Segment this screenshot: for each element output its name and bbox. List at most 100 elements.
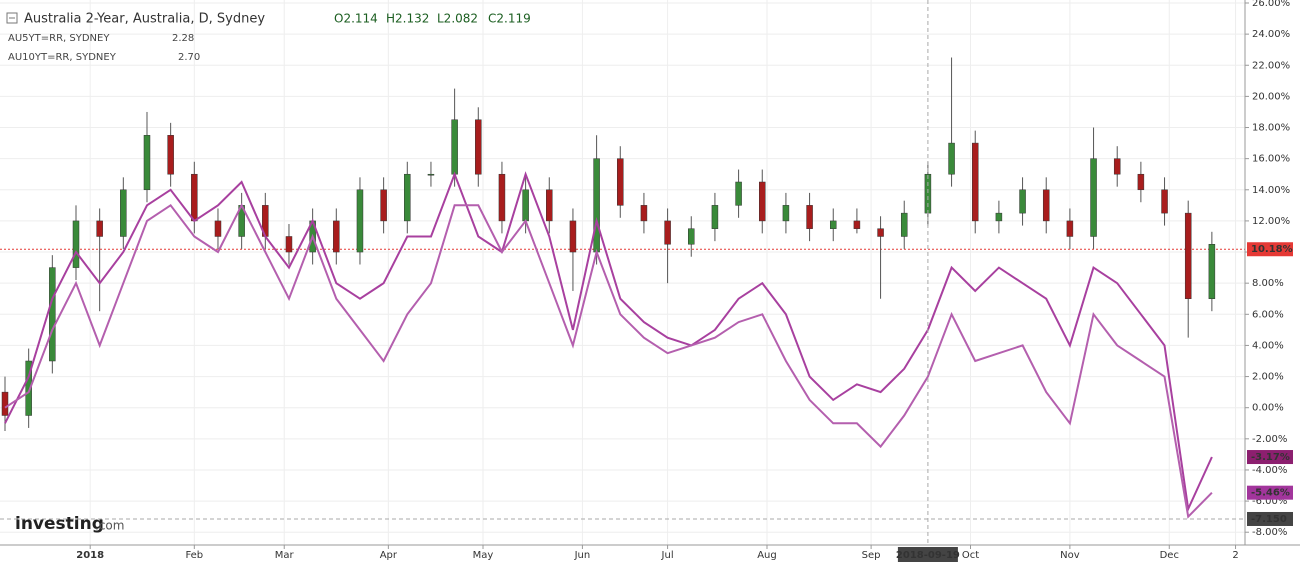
candle-body [380,189,387,222]
candle-body [569,220,577,253]
series-badge-label: -5.46% [1251,488,1290,499]
logo: investing [15,514,104,534]
candle-body [546,189,553,222]
y-tick-label: 24.00% [1252,29,1290,40]
candle-body [167,135,174,175]
price-badge-label: 10.18% [1251,244,1293,255]
legend-value: 2.70 [178,52,200,63]
y-tick-label: 22.00% [1252,60,1290,71]
ohlc-low: L2.082 [437,12,478,26]
candle-body [853,220,861,229]
candle-body [782,205,790,222]
series-badge [1247,450,1293,465]
candle-body [1208,244,1216,299]
price-badge [1247,242,1293,257]
ohlc-close: C2.119 [488,12,531,26]
candle-body [971,142,979,222]
candle-body [1066,220,1074,237]
candle-body [1113,158,1121,175]
candle-body [593,158,600,253]
candle-body [285,236,293,253]
candle-body [711,205,719,229]
x-tick-label: Feb [185,550,203,561]
x-tick-label: Apr [380,550,398,561]
series-badge [1247,485,1293,500]
candle-body [522,189,529,222]
candle-body [1,391,9,416]
chart-title: Australia 2-Year, Australia, D, Sydney [24,12,265,27]
candle-body [1137,173,1145,191]
candle-body [924,173,932,214]
candle-body [664,220,671,245]
x-tick-label: Aug [757,550,777,561]
candle-body [1090,158,1097,237]
candle-body [404,173,411,222]
crosshair-x-badge [897,547,958,562]
crosshair-y-badge [1247,511,1293,526]
candle-body [735,181,742,206]
crosshair-y-badge-label: -7.150 [1251,514,1287,525]
x-tick-label: Nov [1060,550,1080,561]
legend-entry: AU10YT=RR, SYDNEY [8,52,117,63]
axes: -8.00% -6.00% -4.00% -2.00% 0.00% 2.00% 4.00% 6… [76,0,1293,562]
candle-body [1042,189,1050,222]
x-tick-label: Jul [661,550,674,561]
candle-body [214,220,222,237]
candle-body [948,142,955,175]
legend-value: 2.28 [172,33,194,44]
collapse-icon[interactable] [6,12,18,24]
y-tick-label: 16.00% [1252,154,1290,165]
logo-suffix: .com [95,519,124,533]
candle-body [1019,189,1026,214]
candle-body [72,220,80,268]
candle-body [475,119,482,175]
x-tick-label: Oct [962,550,979,561]
x-tick-label: May [473,550,494,561]
candle-body [143,135,151,191]
y-tick-label: -4.00% [1252,465,1287,476]
candle-body [806,205,813,229]
y-tick-label: 18.00% [1252,123,1290,134]
ohlc-high: H2.132 [386,12,429,26]
candle-body [688,228,695,245]
candle-body [49,267,56,362]
candle-body [995,212,1003,222]
candle-body [829,220,837,229]
y-tick-label: -2.00% [1252,434,1287,445]
candle-body [640,205,648,222]
candle-body [333,220,340,253]
x-tick-label: Jun [574,550,591,561]
y-tick-label: 8.00% [1252,278,1284,289]
y-tick-label: 12.00% [1252,216,1290,227]
ohlc-open: O2.114 [334,12,378,26]
y-tick-label: 0.00% [1252,403,1284,414]
candle-body [427,173,435,176]
candle-body [900,212,908,237]
candle-body [451,119,458,175]
candle-body [498,173,506,222]
series-line [4,171,1213,513]
candle-body [1161,189,1168,214]
y-tick-label: 6.00% [1252,309,1284,320]
marks [0,0,1245,545]
y-tick-label: 14.00% [1252,185,1290,196]
candle-body [617,158,624,206]
candle-body [25,360,32,416]
crosshair-x-badge-label: 2018-09-19 [896,550,960,561]
x-tick-label: Dec [1160,550,1179,561]
x-tick-label: 2 [1232,550,1238,561]
x-tick-label: Sep [862,550,881,561]
candle-body [96,220,103,237]
series-badge-label: -3.17% [1251,452,1290,463]
y-tick-label: 2.00% [1252,372,1284,383]
candle-body [356,189,364,253]
y-tick-label: 26.00% [1252,0,1290,9]
x-tick-label: 2018 [76,550,104,561]
candle-body [191,173,198,222]
y-tick-label: 4.00% [1252,340,1284,351]
legend-entry: AU5YT=RR, SYDNEY [8,33,110,44]
candle-body [877,228,884,237]
y-tick-label: 20.00% [1252,91,1290,102]
